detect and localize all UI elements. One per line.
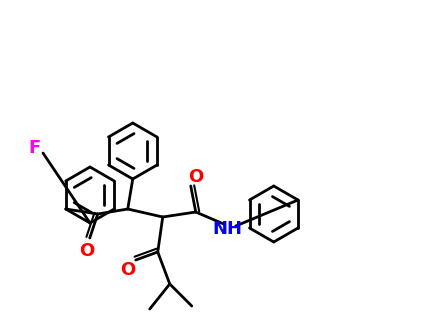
Text: F: F xyxy=(29,139,41,157)
Text: O: O xyxy=(120,261,135,279)
Text: O: O xyxy=(188,168,203,186)
Text: O: O xyxy=(79,242,95,260)
Text: NH: NH xyxy=(213,220,243,238)
